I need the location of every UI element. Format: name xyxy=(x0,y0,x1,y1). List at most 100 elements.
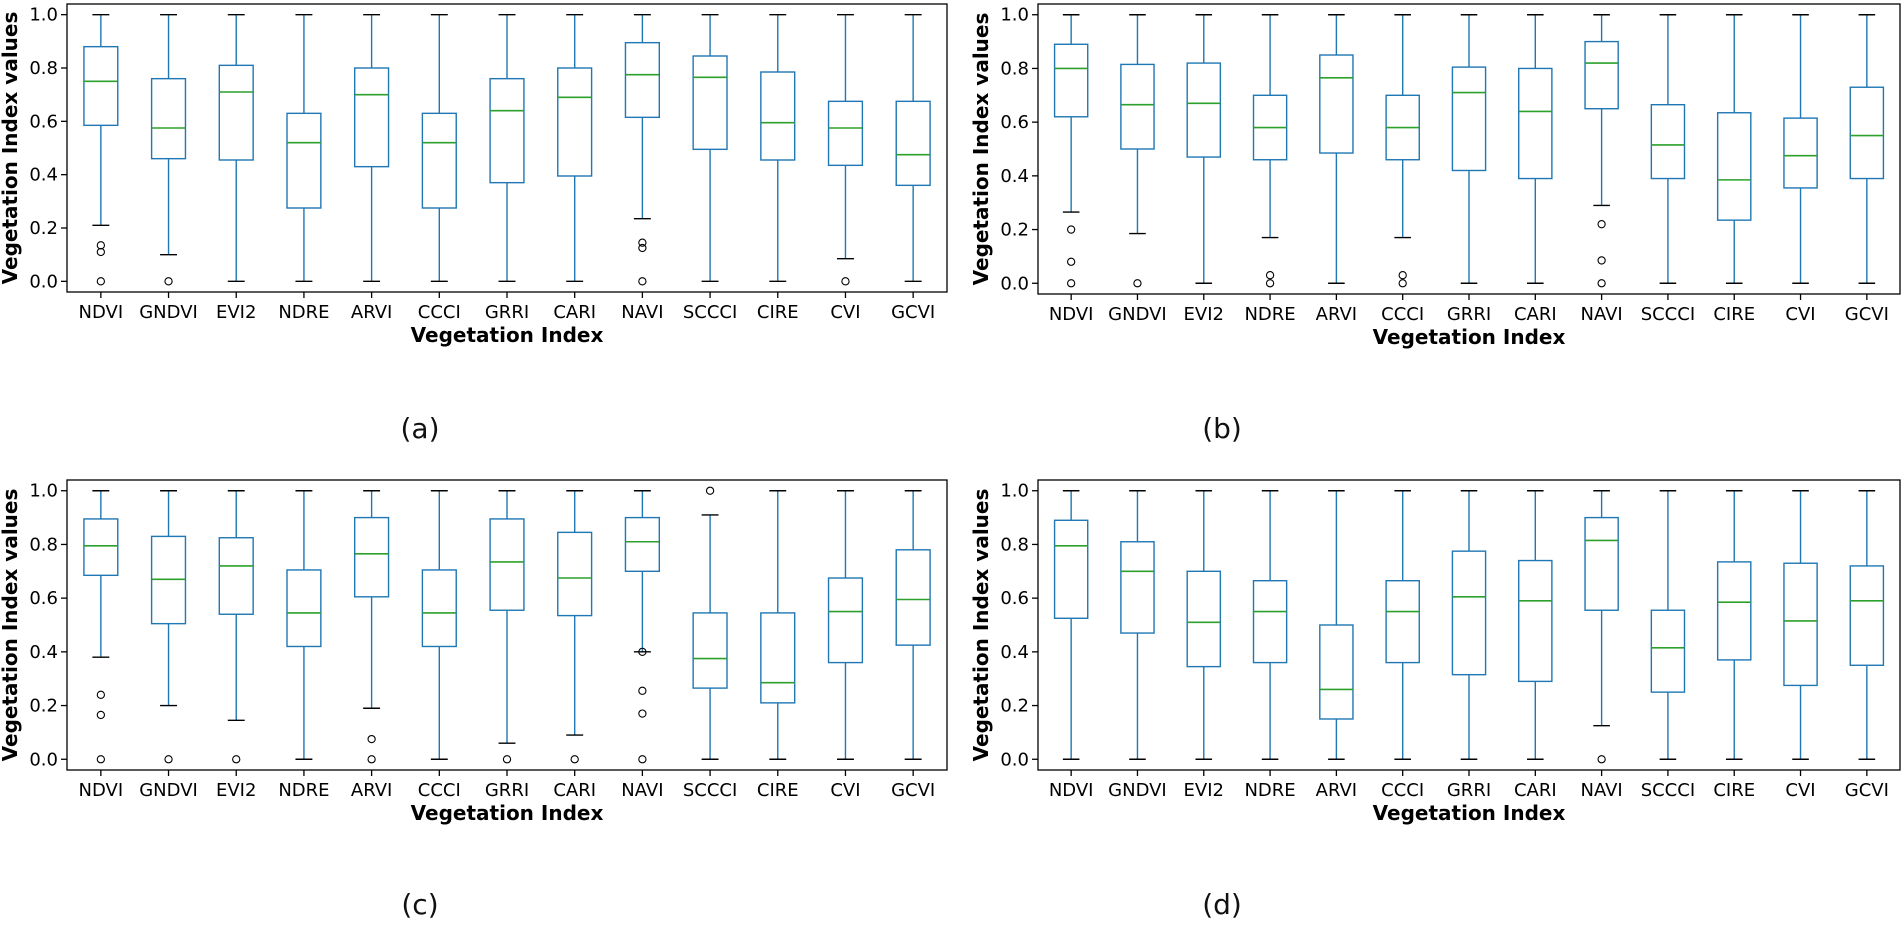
box xyxy=(150,77,187,160)
x-tick-label: SCCCI xyxy=(683,302,737,323)
x-axis-label: Vegetation Index xyxy=(1373,325,1566,349)
y-tick-label: 0.6 xyxy=(29,111,58,132)
y-tick-label: 0.4 xyxy=(1000,642,1029,663)
box xyxy=(1783,562,1818,687)
x-tick-label: NDRE xyxy=(278,780,329,801)
x-tick-label: CVI xyxy=(830,780,860,801)
x-tick-label: GRRI xyxy=(485,302,529,323)
x-tick-label: ARVI xyxy=(351,780,392,801)
x-tick-label: CCCI xyxy=(1381,304,1424,325)
x-tick-label: EVI2 xyxy=(216,780,256,801)
x-tick-label: EVI2 xyxy=(216,302,256,323)
x-tick-label: CARI xyxy=(1514,304,1557,325)
x-tick-label: CCCI xyxy=(1381,780,1424,801)
x-tick-label: GRRI xyxy=(1447,304,1491,325)
flier-point xyxy=(638,647,647,657)
y-tick-label: 0.6 xyxy=(29,588,58,609)
box xyxy=(1783,117,1818,189)
flier-point xyxy=(1597,256,1606,265)
box xyxy=(489,518,525,611)
box xyxy=(1319,54,1354,154)
y-tick-label: 0.2 xyxy=(29,218,58,239)
x-tick-label: NAVI xyxy=(1580,780,1622,801)
y-tick-label: 0.0 xyxy=(1000,749,1029,770)
box xyxy=(1650,103,1686,180)
flier-point xyxy=(96,690,105,699)
chart-svg: 0.0 0.2 0.4 0.6 0.8 1.0 NDVI GNDVI EVI2 NDRE ARVI C… xyxy=(969,479,1901,825)
box xyxy=(489,77,525,184)
box xyxy=(692,612,728,689)
flier-point xyxy=(638,755,647,764)
x-tick-label: CIRE xyxy=(757,780,799,801)
flier-point xyxy=(638,277,647,286)
flier-point xyxy=(96,755,105,764)
box xyxy=(1120,63,1155,150)
flier-point xyxy=(638,709,647,718)
y-tick-label: 0.0 xyxy=(1000,273,1029,294)
y-tick-label: 0.2 xyxy=(29,696,58,717)
x-tick-label: CVI xyxy=(830,302,860,323)
box xyxy=(1518,67,1553,180)
y-tick-label: 1.0 xyxy=(29,5,58,26)
flier-point xyxy=(1398,271,1407,280)
x-tick-label: NDRE xyxy=(1244,780,1295,801)
flier-point xyxy=(1067,257,1076,266)
box xyxy=(218,537,254,615)
flier-point xyxy=(1597,755,1606,764)
x-tick-label: GCVI xyxy=(1845,304,1889,325)
panel-label: (d) xyxy=(1202,888,1242,921)
x-tick-label: CARI xyxy=(553,302,596,323)
chart-svg: 0.0 0.2 0.4 0.6 0.8 1.0 NDVI GNDVI EVI2 NDRE ARVI C… xyxy=(0,3,948,347)
box xyxy=(421,569,457,648)
y-tick-label: 0.2 xyxy=(1000,696,1029,717)
panel-label: (b) xyxy=(1202,412,1242,445)
box xyxy=(83,45,119,127)
x-tick-label: GCVI xyxy=(891,302,935,323)
x-tick-label: CIRE xyxy=(1713,304,1755,325)
y-tick-label: 1.0 xyxy=(29,481,58,502)
x-tick-label: NDVI xyxy=(79,780,124,801)
box xyxy=(421,112,457,209)
flier-point xyxy=(638,243,647,253)
chart-panel-c: 0.0 0.2 0.4 0.6 0.8 1.0 NDVI GNDVI EVI2 NDRE ARVI C… xyxy=(0,476,950,952)
box xyxy=(1053,519,1089,619)
flier-point xyxy=(1265,271,1275,280)
box xyxy=(624,516,661,572)
x-tick-label: CARI xyxy=(1514,780,1557,801)
box xyxy=(286,569,322,648)
box xyxy=(692,55,728,151)
x-tick-label: ARVI xyxy=(1316,304,1357,325)
box xyxy=(1186,570,1222,668)
flier-point xyxy=(367,734,376,744)
box xyxy=(557,531,593,617)
flier-point xyxy=(232,755,241,764)
x-axis-label: Vegetation Index xyxy=(411,323,604,347)
y-tick-label: 0.8 xyxy=(1000,534,1029,555)
flier-point xyxy=(1133,279,1142,288)
box xyxy=(83,518,119,577)
box xyxy=(827,577,864,664)
x-tick-label: ARVI xyxy=(1316,780,1357,801)
y-axis-label: Vegetation Index values xyxy=(0,12,22,285)
flier-point xyxy=(367,755,376,764)
flier-point xyxy=(96,710,105,720)
x-tick-label: NDVI xyxy=(1049,780,1094,801)
box xyxy=(1451,66,1487,172)
x-tick-label: GRRI xyxy=(485,780,529,801)
panel-label: (a) xyxy=(400,412,440,445)
y-tick-label: 0.8 xyxy=(1000,58,1029,79)
chart-panel-d: 0.0 0.2 0.4 0.6 0.8 1.0 NDVI GNDVI EVI2 NDRE ARVI C… xyxy=(954,476,1904,952)
x-tick-label: GNDVI xyxy=(139,780,198,801)
y-tick-label: 0.0 xyxy=(29,271,58,292)
y-tick-label: 0.8 xyxy=(29,58,58,79)
y-tick-label: 0.4 xyxy=(29,642,58,663)
box xyxy=(557,67,593,177)
x-tick-label: NDRE xyxy=(278,302,329,323)
flier-point xyxy=(96,241,105,250)
x-tick-label: GNDVI xyxy=(1108,780,1167,801)
box xyxy=(1451,550,1487,676)
box xyxy=(624,41,661,119)
flier-point xyxy=(1597,220,1606,229)
box xyxy=(1186,62,1222,158)
x-tick-label: GCVI xyxy=(1845,780,1889,801)
